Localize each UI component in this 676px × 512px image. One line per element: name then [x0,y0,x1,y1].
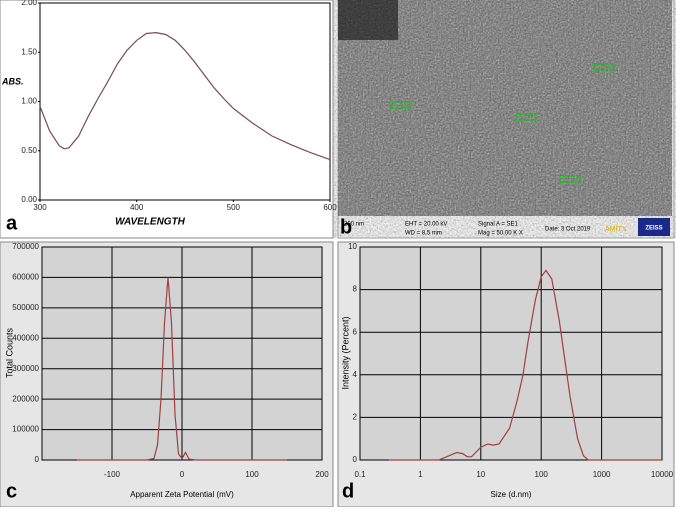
x-axis-label: Size (d.nm) [491,490,532,499]
x-tick-label: -100 [104,470,121,479]
x-tick-label: 0.1 [354,470,366,479]
y-tick-label: 0 [35,455,40,464]
y-tick-label: 600000 [12,273,39,282]
x-axis-label: WAVELENGTH [115,217,186,228]
x-tick-label: 200 [315,470,329,479]
y-tick-label: 300000 [12,364,39,373]
panel-label: d [342,480,354,502]
sem-info: Mag = 50.00 K X [478,231,523,237]
x-tick-label: 100 [535,470,549,479]
y-tick-label: 2.00 [21,0,37,7]
data-line [77,277,287,461]
y-tick-label: 0.50 [21,146,37,155]
sem-marker [515,113,537,121]
x-tick-label: 1 [418,470,423,479]
x-tick-label: 300 [33,203,47,212]
sem-info: Date: 3 Oct 2019 [545,227,591,233]
y-tick-label: 8 [353,285,358,294]
data-line [39,31,331,161]
panel-label: c [6,480,17,502]
sem-info: EHT = 20.00 kV [405,222,447,228]
x-tick-label: 1000 [593,470,611,479]
data-line [388,269,662,461]
x-tick-label: 100 [245,470,259,479]
sem-marker [389,101,411,109]
y-tick-label: 1.00 [21,97,37,106]
sem-marker [593,63,615,71]
panel-label: a [6,212,18,234]
y-tick-label: 700000 [12,242,39,251]
x-tick-label: 0 [180,470,185,479]
sem-org: AMITY [605,226,627,233]
x-axis-label: Apparent Zeta Potential (mV) [130,490,234,499]
y-tick-label: 400000 [12,333,39,342]
panel-label: b [340,216,352,238]
y-tick-label: 100000 [12,425,39,434]
y-tick-label: 6 [353,327,358,336]
y-axis-label: ABS. [1,76,24,86]
y-tick-label: 200000 [12,394,39,403]
y-tick-label: 0.00 [21,195,37,204]
y-tick-label: 1.50 [21,47,37,56]
y-tick-label: 500000 [12,303,39,312]
sem-scale-bar: 200 nm [344,222,364,228]
y-axis-label: Intensity (Percent) [340,316,350,389]
y-tick-label: 10 [348,242,357,251]
plot-area [39,2,331,201]
sem-dark-corner [338,0,398,40]
y-axis-label: Total Counts [4,327,14,378]
y-tick-label: 2 [353,413,358,422]
sem-marker [559,175,581,183]
sem-brand: ZEISS [645,226,662,232]
x-tick-label: 10 [476,470,485,479]
x-tick-label: 600 [323,203,337,212]
sem-info: Signal A = SE1 [478,222,519,228]
x-tick-label: 500 [227,203,241,212]
x-tick-label: 400 [130,203,144,212]
x-tick-label: 10000 [651,470,674,479]
y-tick-label: 0 [353,455,358,464]
sem-logo [638,218,670,236]
plot-area [359,246,663,461]
sem-info: WD = 8.5 mm [405,231,442,237]
y-tick-label: 4 [353,370,358,379]
